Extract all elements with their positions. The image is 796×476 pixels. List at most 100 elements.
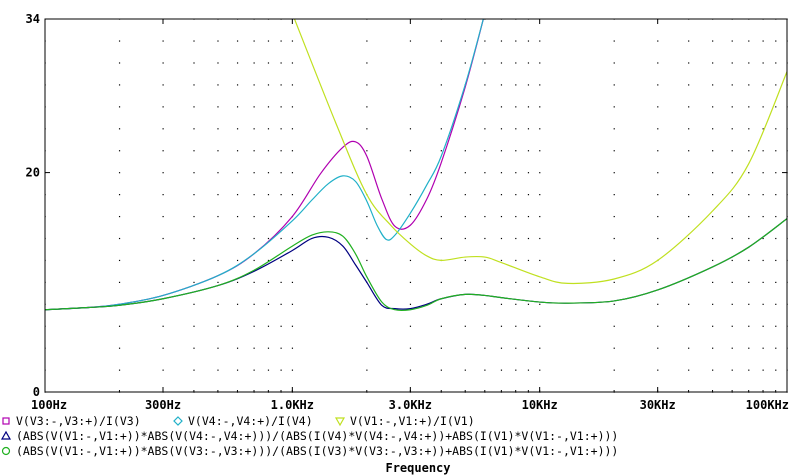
- grid-dot: [500, 347, 503, 349]
- grid-dot: [118, 259, 121, 262]
- grid-dot: [688, 303, 690, 305]
- legend-entry-4: (ABS(V(V1:-,V1:+))*ABS(V(V4:-,V4:+)))/(A…: [0, 429, 618, 443]
- grid-dot: [657, 194, 659, 196]
- grid-dot: [236, 347, 239, 349]
- grid-dot: [440, 106, 442, 108]
- grid-dot: [291, 369, 294, 371]
- grid-dot: [291, 194, 294, 196]
- grid-dot: [267, 128, 270, 130]
- grid-dot: [688, 84, 690, 86]
- grid-dot: [193, 128, 195, 130]
- grid-dot: [688, 215, 690, 218]
- grid-dot: [366, 215, 368, 218]
- legend-label: (ABS(V(V1:-,V1:+))*ABS(V(V3:-,V3:+)))/(A…: [16, 444, 618, 458]
- grid-dot: [500, 259, 503, 262]
- grid-dot: [613, 128, 615, 130]
- grid-dot: [217, 106, 219, 108]
- grid-dot: [539, 303, 541, 305]
- grid-dot: [527, 128, 530, 130]
- grid-dot: [236, 325, 239, 327]
- grid-dot: [484, 237, 486, 240]
- grid-dot: [162, 172, 164, 174]
- grid-dot: [118, 194, 121, 196]
- grid-dot: [527, 40, 530, 42]
- grid-dot: [464, 215, 466, 218]
- grid-dot: [613, 303, 615, 305]
- grid-dot: [291, 62, 294, 64]
- grid-dot: [775, 303, 777, 305]
- grid-dot: [515, 347, 517, 349]
- grid-dot: [748, 303, 750, 305]
- grid-dot: [236, 215, 239, 218]
- grid-dot: [366, 150, 368, 152]
- grid-dot: [280, 237, 282, 240]
- grid-dot: [527, 281, 530, 283]
- grid-dot: [613, 106, 615, 108]
- grid-dot: [464, 106, 466, 108]
- grid-dot: [291, 84, 294, 86]
- grid-dot: [193, 194, 195, 196]
- grid-dot: [731, 369, 733, 371]
- grid-dot: [613, 369, 615, 371]
- grid-dot: [539, 40, 541, 42]
- grid-dot: [688, 172, 690, 174]
- grid-dot: [731, 347, 733, 349]
- x-tick-label: 30KHz: [640, 398, 676, 412]
- grid-dot: [253, 150, 255, 152]
- grid-dot: [409, 172, 412, 174]
- plot-frame: [44, 18, 788, 393]
- grid-dot: [366, 128, 368, 130]
- grid-dot: [118, 150, 121, 152]
- grid-dot: [748, 259, 750, 262]
- grid-dot: [775, 40, 777, 42]
- grid-dot: [515, 259, 517, 262]
- grid-dot: [688, 347, 690, 349]
- grid-dot: [712, 172, 714, 174]
- grid-dot: [731, 303, 733, 305]
- grid-dot: [657, 106, 659, 108]
- grid-dot: [162, 215, 164, 218]
- grid-dot: [464, 281, 466, 283]
- grid-dot: [539, 259, 541, 262]
- grid-dot: [267, 215, 270, 218]
- grid-dot: [253, 215, 255, 218]
- grid-dot: [748, 106, 750, 108]
- grid-dot: [162, 369, 164, 371]
- grid-dot: [409, 62, 412, 64]
- grid-dot: [193, 325, 195, 327]
- legend-triangle-up-marker: [0, 430, 12, 440]
- grid-dot: [217, 281, 219, 283]
- grid-dot: [118, 84, 121, 86]
- grid-dot: [409, 325, 412, 327]
- grid-dot: [484, 62, 486, 64]
- grid-dot: [527, 172, 530, 174]
- grid-dot: [500, 237, 503, 240]
- grid-dot: [409, 84, 412, 86]
- grid-dot: [657, 281, 659, 283]
- grid-dot: [527, 215, 530, 218]
- x-tick-label: 10KHz: [522, 398, 558, 412]
- grid-dot: [217, 150, 219, 152]
- grid-dot: [500, 369, 503, 371]
- grid-dot: [291, 172, 294, 174]
- grid-dot: [253, 84, 255, 86]
- grid-dot: [712, 303, 714, 305]
- grid-dot: [762, 172, 764, 174]
- grid-dot: [440, 40, 442, 42]
- legend-entry-5: (ABS(V(V1:-,V1:+))*ABS(V(V3:-,V3:+)))/(A…: [1, 444, 618, 458]
- grid-dot: [236, 303, 239, 305]
- grid-dot: [775, 128, 777, 130]
- grid-dot: [118, 172, 121, 174]
- grid-dot: [484, 347, 486, 349]
- grid-dot: [464, 369, 466, 371]
- grid-dot: [118, 369, 121, 371]
- grid-dot: [688, 259, 690, 262]
- grid-dot: [464, 40, 466, 42]
- grid-dot: [657, 40, 659, 42]
- grid-dot: [539, 369, 541, 371]
- grid-dot: [762, 106, 764, 108]
- grid-dot: [539, 84, 541, 86]
- grid-dot: [193, 369, 195, 371]
- grid-dot: [193, 259, 195, 262]
- grid-dot: [613, 215, 615, 218]
